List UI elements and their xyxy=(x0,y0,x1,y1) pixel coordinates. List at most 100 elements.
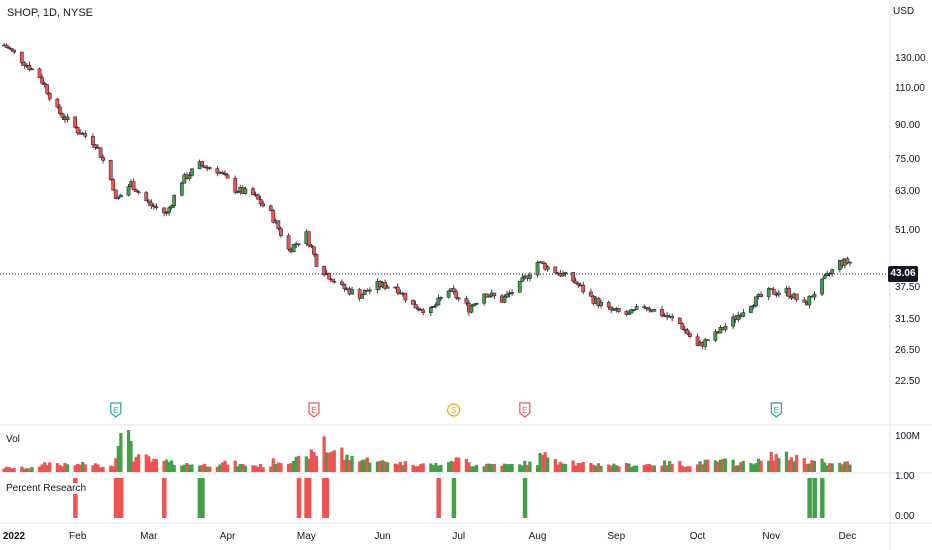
candlestick-series xyxy=(2,42,852,350)
volume-bar xyxy=(810,460,814,472)
split-marker-icon[interactable] xyxy=(447,403,461,417)
earnings-marker-icon[interactable] xyxy=(110,402,122,418)
candle-body xyxy=(446,290,451,298)
volume-bar xyxy=(215,466,220,472)
candle-body xyxy=(807,295,812,306)
earnings-marker-icon[interactable] xyxy=(308,402,320,418)
volume-bar xyxy=(474,464,479,472)
volume-bar xyxy=(713,460,717,472)
volume-bar xyxy=(736,465,740,472)
candle-body xyxy=(40,77,44,84)
volume-bar xyxy=(78,464,82,472)
indicator-bar-up xyxy=(522,478,528,518)
candle-body xyxy=(413,304,418,309)
candle-body xyxy=(627,312,631,315)
volume-bar xyxy=(119,432,123,472)
volume-bar xyxy=(101,466,105,472)
candle-body xyxy=(741,312,746,317)
indicator-pane-label[interactable]: Percent Research xyxy=(5,483,88,494)
candle-body xyxy=(312,246,316,255)
volume-bar xyxy=(253,465,258,472)
volume-bar xyxy=(131,461,136,472)
volume-bar xyxy=(528,461,532,472)
candle-body xyxy=(113,189,118,199)
currency-label[interactable]: USD xyxy=(893,6,915,17)
candle-body xyxy=(749,306,753,313)
volume-pane-label[interactable]: Vol xyxy=(5,434,21,445)
volume-bar xyxy=(546,457,550,472)
earnings-marker-icon[interactable] xyxy=(770,402,782,418)
volume-bar xyxy=(634,465,639,472)
volume-bar xyxy=(754,463,758,472)
volume-bar xyxy=(485,463,489,472)
candle-body xyxy=(75,127,80,134)
volume-bar xyxy=(789,457,794,472)
volume-bar xyxy=(769,451,773,472)
volume-bar xyxy=(822,462,827,472)
candle-body xyxy=(131,181,136,191)
volume-bar xyxy=(540,454,545,472)
candle-body xyxy=(670,316,675,319)
volume-bar xyxy=(812,460,817,472)
volume-bar xyxy=(624,462,629,472)
candle-body xyxy=(644,307,649,309)
volume-bar xyxy=(386,462,390,472)
candle-body xyxy=(474,302,479,305)
volume-bar xyxy=(271,458,275,472)
volume-bar xyxy=(840,464,844,472)
volume-bar xyxy=(756,458,761,472)
volume-bar xyxy=(596,463,601,472)
volume-bar xyxy=(20,466,24,472)
volume-bar xyxy=(795,455,799,472)
volume-bar xyxy=(614,465,618,472)
candle-body xyxy=(65,116,70,121)
candle-body xyxy=(777,292,781,295)
candle-body xyxy=(207,167,212,169)
candle-body xyxy=(291,244,296,253)
candle-body xyxy=(632,309,636,311)
volume-bar xyxy=(63,462,67,472)
volume-bar xyxy=(294,456,298,472)
candle-body xyxy=(342,284,347,290)
candle-body xyxy=(149,202,154,207)
earnings-marker-icon[interactable] xyxy=(519,402,531,418)
volume-bar xyxy=(137,454,141,472)
volume-bar xyxy=(731,459,735,472)
candle-body xyxy=(367,289,372,292)
candle-body xyxy=(482,293,487,304)
indicator-bar-up xyxy=(807,478,812,518)
volume-bar xyxy=(91,465,95,472)
candle-body xyxy=(820,278,824,295)
volume-bar xyxy=(276,462,280,472)
candle-body xyxy=(589,291,593,297)
volume-bar xyxy=(576,462,580,472)
candle-body xyxy=(545,266,550,270)
volume-bar xyxy=(365,457,369,472)
volume-bar xyxy=(642,464,646,472)
candle-body xyxy=(309,244,314,248)
indicator-bar-down xyxy=(73,478,78,518)
volume-bar xyxy=(286,463,291,472)
indicator-bar-down xyxy=(162,478,167,518)
candle-body xyxy=(60,113,65,118)
volume-bar xyxy=(83,464,87,472)
volume-bar xyxy=(843,461,847,472)
volume-bar xyxy=(2,468,6,472)
time-tick-label: 2022 xyxy=(2,531,26,542)
volume-bar xyxy=(116,445,120,472)
symbol-title[interactable]: SHOP, 1D, NYSE xyxy=(7,7,93,19)
candle-body xyxy=(535,262,540,276)
volume-bar xyxy=(304,456,308,472)
price-tick-label: 22.50 xyxy=(895,375,921,387)
candle-body xyxy=(98,147,103,158)
volume-bar xyxy=(25,468,29,472)
candle-body xyxy=(233,177,238,193)
candle-body xyxy=(802,299,807,303)
candle-body xyxy=(571,272,575,282)
volume-bar xyxy=(685,466,690,472)
volume-bar xyxy=(223,460,227,472)
volume-bar xyxy=(574,465,578,472)
volume-bar xyxy=(741,460,745,472)
